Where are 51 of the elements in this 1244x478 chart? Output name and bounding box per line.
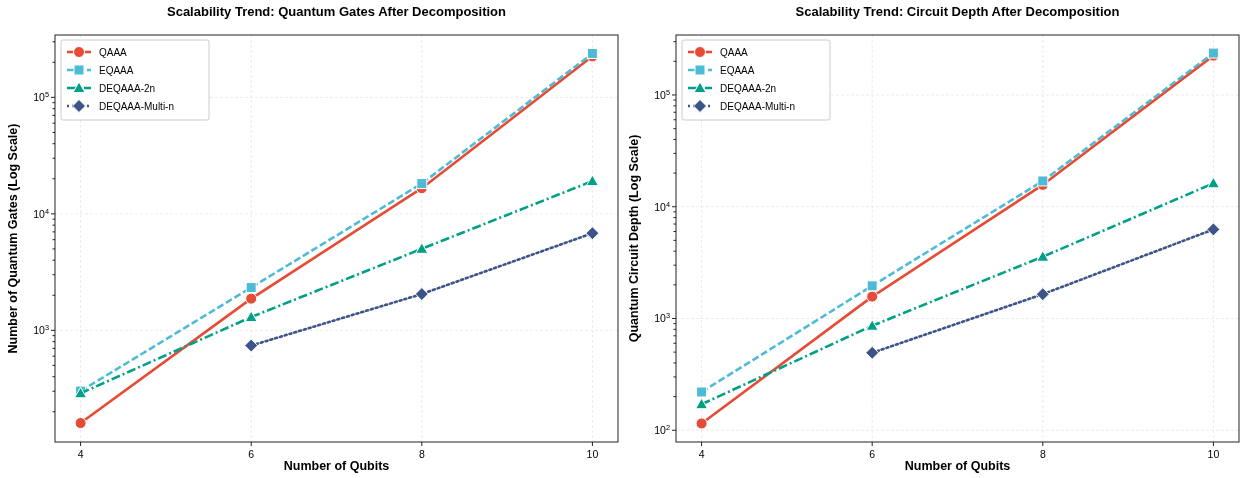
point <box>866 290 879 303</box>
point <box>585 174 599 187</box>
y-tick-label: 10$^{4}$ <box>654 199 670 213</box>
x-tick-label: 4 <box>698 448 705 460</box>
point <box>74 417 87 430</box>
point <box>865 345 880 360</box>
point <box>244 310 258 323</box>
legend-label: EQAAA <box>99 64 134 76</box>
y-tick-label: 10$^{3}$ <box>33 322 49 337</box>
point <box>695 417 708 430</box>
legend-label: QAAA <box>720 46 749 58</box>
x-axis-title: Number of Qubits <box>904 459 1011 473</box>
x-tick-label: 8 <box>418 448 425 460</box>
point <box>1206 222 1221 237</box>
y-tick-label: 10$^{2}$ <box>654 422 670 437</box>
y-tick-label: 10$^{3}$ <box>654 310 670 325</box>
point <box>1035 287 1050 302</box>
point <box>696 386 708 398</box>
y-tick-label: 10$^{5}$ <box>654 87 670 101</box>
point <box>866 280 878 292</box>
point <box>245 292 258 305</box>
point <box>416 178 428 190</box>
legend-label: EQAAA <box>720 64 755 76</box>
point <box>865 319 879 331</box>
point <box>695 397 709 410</box>
y-tick-label: 10$^{4}$ <box>33 206 49 220</box>
x-tick-label: 4 <box>77 448 84 460</box>
x-tick-label: 10 <box>586 448 599 460</box>
x-tick-label: 10 <box>1207 448 1220 460</box>
x-tick-label: 6 <box>869 448 876 460</box>
x-axis-title: Number of Qubits <box>283 459 390 473</box>
point <box>414 287 429 302</box>
legend-label: DEQAAA-Multi-n <box>99 100 175 112</box>
chart-title: Scalability Trend: Circuit Depth After Decomposition <box>795 4 1120 19</box>
point <box>1037 175 1049 187</box>
x-tick-label: 6 <box>248 448 255 460</box>
y-axis-title: Number of Quantum Gates (Log Scale) <box>6 123 20 354</box>
legend-label: DEQAAA-Multi-n <box>720 100 796 112</box>
point <box>585 226 600 241</box>
point <box>244 338 259 353</box>
chart-title: Scalability Trend: Quantum Gates After Decomposition <box>166 4 507 19</box>
legend-label: QAAA <box>99 46 128 58</box>
y-axis-title: Quantum Circuit Depth (Log Scale) <box>627 134 641 343</box>
point <box>245 282 257 294</box>
point <box>1036 250 1050 262</box>
y-tick-label: 10$^{5}$ <box>33 89 49 104</box>
legend-label: DEQAAA-2n <box>720 82 777 94</box>
point <box>415 242 429 254</box>
legend-label: DEQAAA-2n <box>99 82 156 94</box>
x-tick-label: 8 <box>1039 448 1046 460</box>
point <box>1206 176 1220 189</box>
